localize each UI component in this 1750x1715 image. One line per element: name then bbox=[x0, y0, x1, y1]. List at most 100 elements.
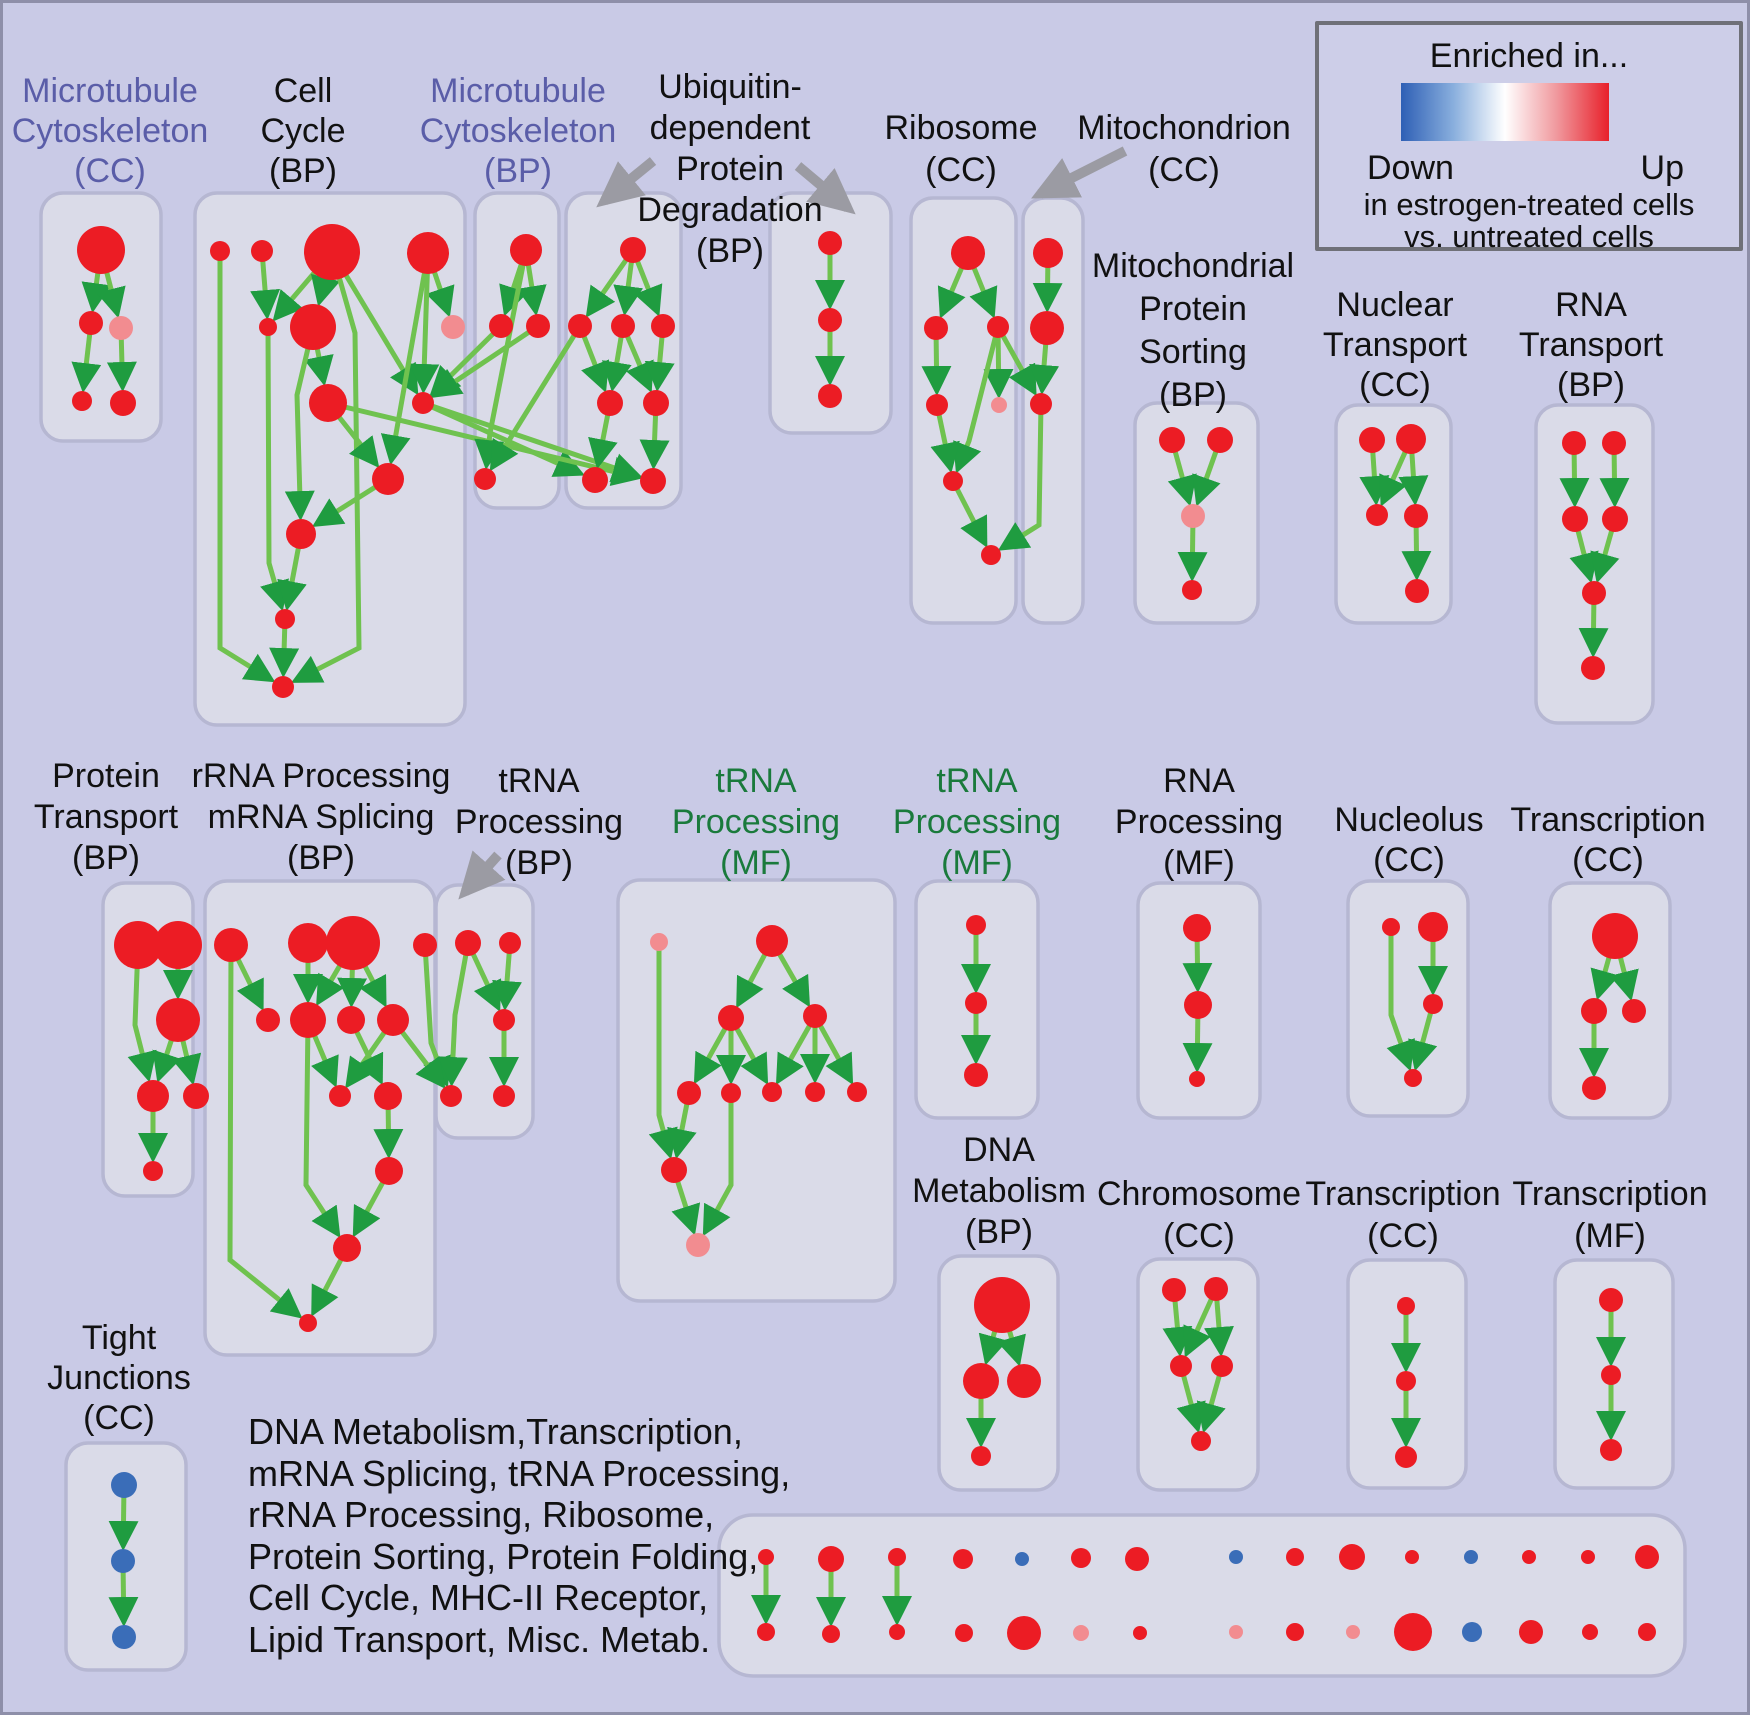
edge-c1-c13 bbox=[217, 251, 276, 683]
label-ubiquitin-dependent-protein-degradation-bp: Ubiquitin- dependent Protein Degradation… bbox=[637, 68, 823, 270]
node-b7b-red bbox=[1133, 1626, 1147, 1640]
node-b3t-red bbox=[888, 1548, 906, 1566]
node-mt2-red bbox=[1030, 311, 1064, 345]
node-w2-red bbox=[965, 992, 987, 1014]
node-r8-red bbox=[377, 1004, 409, 1036]
node-rb3-red bbox=[987, 316, 1009, 338]
label-mitochondrion-cc: Mitochondrion (CC) bbox=[1077, 109, 1291, 189]
node-b4t-red bbox=[953, 1549, 973, 1569]
label-microtubule-cytoskeleton-bp: Microtubule Cytoskeleton (BP) bbox=[419, 72, 617, 190]
node-u6-red bbox=[643, 390, 669, 416]
cluster-box-mixed-bottom-strip bbox=[717, 1513, 1687, 1678]
node-c1-red bbox=[210, 241, 230, 261]
mixed-categories-note: DNA Metabolism,Transcription, mRNA Splici… bbox=[248, 1411, 790, 1660]
callout-arrows bbox=[458, 146, 1128, 900]
node-b14t-red bbox=[1581, 1550, 1595, 1564]
note-line: rRNA Processing, Ribosome, bbox=[248, 1494, 715, 1535]
node-c12-red bbox=[275, 609, 295, 629]
node-d2-red bbox=[963, 1363, 999, 1399]
node-mb2-red bbox=[489, 314, 513, 338]
legend-down-label: Down bbox=[1367, 149, 1454, 187]
edge-mb1-mb4 bbox=[474, 249, 529, 471]
node-b12t-blue bbox=[1464, 1550, 1478, 1564]
node-tc4-red bbox=[1582, 1076, 1606, 1100]
node-r11-red bbox=[375, 1157, 403, 1185]
node-b1t-red bbox=[758, 1549, 774, 1565]
node-u4-red bbox=[651, 314, 675, 338]
legend-gradient-bar bbox=[1401, 83, 1609, 141]
node-rb1-red bbox=[951, 236, 985, 270]
node-b6t-red bbox=[1071, 1548, 1091, 1568]
node-x1-red bbox=[1397, 1297, 1415, 1315]
label-dna-metabolism-bp: DNA Metabolism (BP) bbox=[912, 1131, 1086, 1251]
label-trna-processing-bp: tRNA Processing (BP) bbox=[454, 762, 624, 882]
legend-up-label: Up bbox=[1640, 149, 1684, 187]
node-rb4-red bbox=[926, 394, 948, 416]
label-transcription-mf: Transcription (MF) bbox=[1512, 1175, 1708, 1255]
note-line: Protein Sorting, Protein Folding, bbox=[248, 1535, 759, 1577]
node-ms3-pink bbox=[1181, 504, 1205, 528]
edge-mb3-c9 bbox=[430, 323, 540, 398]
node-ms4-red bbox=[1182, 580, 1202, 600]
node-q3-red bbox=[1189, 1071, 1205, 1087]
node-c10-red bbox=[372, 463, 404, 495]
node-r3-red bbox=[326, 916, 380, 970]
edge-rb6-rb7 bbox=[950, 479, 988, 548]
node-c4-red bbox=[407, 232, 449, 274]
node-nu2-red bbox=[1418, 912, 1448, 942]
node-mc2-red bbox=[79, 311, 103, 335]
node-ch4-red bbox=[1211, 1355, 1233, 1377]
legend-title: Enriched in... bbox=[1429, 37, 1629, 75]
node-nt5-red bbox=[1405, 579, 1429, 603]
legend-subtitle-1: in estrogen-treated cells bbox=[1363, 187, 1695, 222]
edge-c4-c9 bbox=[409, 252, 440, 395]
node-m3-red bbox=[718, 1005, 744, 1031]
node-t5-red bbox=[493, 1085, 515, 1107]
node-rt6-red bbox=[1581, 656, 1605, 680]
edge-rb3-rb6 bbox=[953, 326, 1001, 474]
node-s3-red bbox=[818, 384, 842, 408]
node-ch5-red bbox=[1191, 1431, 1211, 1451]
note-line: Lipid Transport, Misc. Metab. bbox=[248, 1618, 711, 1660]
edge-nu3-nu4 bbox=[1408, 1003, 1438, 1072]
node-b6b-pink bbox=[1073, 1625, 1089, 1641]
node-ch2-red bbox=[1204, 1277, 1228, 1301]
node-b5t-blue bbox=[1015, 1552, 1029, 1566]
edge-m1-m10 bbox=[648, 942, 678, 1160]
node-d1-red bbox=[974, 1277, 1030, 1333]
node-b15b-red bbox=[1638, 1623, 1656, 1641]
node-r13-red bbox=[299, 1314, 317, 1332]
edge-rb3-mt3 bbox=[995, 325, 1037, 397]
cluster-box-nuclear-transport-cc bbox=[1334, 403, 1453, 625]
node-rt4-red bbox=[1602, 506, 1628, 532]
node-tj2-blue bbox=[111, 1549, 135, 1573]
label-microtubule-cytoskeleton-cc: Microtubule Cytoskeleton (CC) bbox=[11, 72, 209, 190]
node-tj1-blue bbox=[111, 1472, 137, 1498]
node-rt3-red bbox=[1562, 506, 1588, 532]
label-rna-transport-bp: RNA Transport (BP) bbox=[1518, 286, 1664, 404]
edge-c6-c11 bbox=[284, 326, 316, 522]
note-line: mRNA Splicing, tRNA Processing, bbox=[248, 1452, 791, 1494]
node-d3-red bbox=[1007, 1364, 1041, 1398]
node-b11t-red bbox=[1405, 1550, 1419, 1564]
label-ribosome-cc: Ribosome (CC) bbox=[884, 109, 1038, 189]
node-nt4-red bbox=[1404, 504, 1428, 528]
node-b10t-red bbox=[1339, 1544, 1365, 1570]
node-b14b-red bbox=[1582, 1624, 1598, 1640]
label-nucleolus-cc: Nucleolus (CC) bbox=[1334, 801, 1484, 879]
node-mc1-red bbox=[77, 226, 125, 274]
node-d4-red bbox=[971, 1446, 991, 1466]
node-b11b-red bbox=[1394, 1613, 1432, 1651]
node-c5-red bbox=[259, 318, 277, 336]
node-u2-red bbox=[568, 314, 592, 338]
node-c9-red bbox=[412, 392, 434, 414]
node-rb5-pink bbox=[991, 397, 1007, 413]
node-c3-red bbox=[304, 224, 360, 280]
callout-arrow-0 bbox=[596, 157, 657, 208]
node-rb6-red bbox=[943, 471, 963, 491]
node-c7-pink bbox=[441, 315, 465, 339]
node-rt1-red bbox=[1562, 431, 1586, 455]
node-tj3-blue bbox=[112, 1625, 136, 1649]
node-rb2-red bbox=[924, 316, 948, 340]
node-nt1-red bbox=[1359, 427, 1385, 453]
